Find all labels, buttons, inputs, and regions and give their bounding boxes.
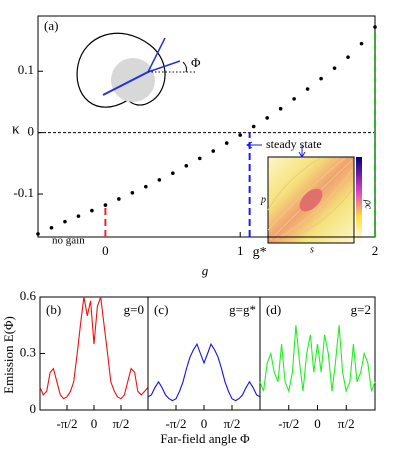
point: [76, 214, 81, 218]
ray: [102, 71, 149, 96]
y-tick-label: 0: [28, 124, 35, 139]
y-axis-label: κ: [12, 121, 20, 137]
series-line: [39, 296, 149, 400]
point: [144, 184, 148, 189]
series-line: [147, 342, 261, 402]
x-tick-label: 1: [237, 243, 244, 258]
point: [224, 141, 229, 145]
panel-label: (b): [46, 302, 61, 317]
hotspot: [299, 188, 323, 212]
point: [373, 25, 377, 29]
point: [332, 66, 337, 70]
insets: [76, 32, 362, 244]
panel-title: g=0: [124, 302, 144, 317]
x-tick-label: π/2: [113, 416, 130, 431]
point: [171, 171, 175, 175]
x-tick-label: 0: [102, 243, 109, 258]
panel-title: g=g*: [229, 302, 256, 317]
x-tick-label: -π/2: [56, 416, 77, 431]
y-tick-label: 0.6: [20, 288, 37, 303]
x-tick-label: 0: [91, 416, 98, 431]
point: [238, 133, 242, 137]
ray-out2: [147, 60, 181, 73]
x-tick-label: π/2: [338, 416, 355, 431]
point: [305, 87, 310, 91]
point: [278, 106, 283, 111]
y-axis-label: Emission E(Φ): [1, 316, 16, 394]
inset-cbar-label: ρc: [363, 199, 374, 210]
point: [265, 116, 269, 120]
series-line: [259, 325, 376, 394]
arrowhead: [298, 151, 306, 158]
marker-label: g*: [253, 245, 267, 260]
y-tick-label: 0.3: [20, 344, 36, 359]
y-tick-label: -0.1: [13, 185, 34, 200]
point: [211, 149, 216, 153]
panel-label: (a): [44, 18, 58, 33]
point: [157, 178, 162, 182]
x-tick-label: -π/2: [278, 416, 299, 431]
x-tick-label: 0: [201, 416, 208, 431]
x-tick-label: -π/2: [165, 416, 186, 431]
point: [292, 97, 296, 101]
point: [117, 197, 121, 201]
y-tick-label: 0: [30, 401, 37, 416]
colorbar: [356, 157, 362, 243]
point: [130, 191, 135, 195]
inset-y-label: p: [260, 194, 266, 205]
x-tick-label: 0: [314, 416, 321, 431]
panel-label: (c): [154, 302, 168, 317]
ray-out: [147, 37, 166, 73]
point: [359, 41, 364, 46]
point: [346, 55, 350, 59]
point: [90, 208, 94, 213]
point: [63, 219, 67, 224]
cavity-shape: [76, 32, 166, 108]
panel-title: g=2: [351, 302, 371, 317]
annotation: steady state: [266, 137, 322, 151]
panel-label: (d): [266, 302, 281, 317]
point: [184, 163, 189, 168]
x-tick-label: π/2: [224, 416, 241, 431]
inset-x-label: s: [310, 244, 314, 255]
annotation: Φ: [191, 55, 201, 70]
x-axis-label: g: [202, 263, 209, 278]
point: [319, 76, 323, 81]
y-tick-label: 0.1: [18, 62, 34, 77]
point: [103, 203, 108, 207]
point: [49, 225, 54, 230]
annotation: no gain: [52, 235, 85, 247]
x-axis-label: Far-field angle Φ: [160, 431, 250, 446]
point: [197, 156, 202, 161]
angle-arc: [182, 61, 188, 73]
point: [36, 232, 40, 236]
x-tick-label: 2: [372, 243, 379, 258]
point: [251, 124, 256, 129]
